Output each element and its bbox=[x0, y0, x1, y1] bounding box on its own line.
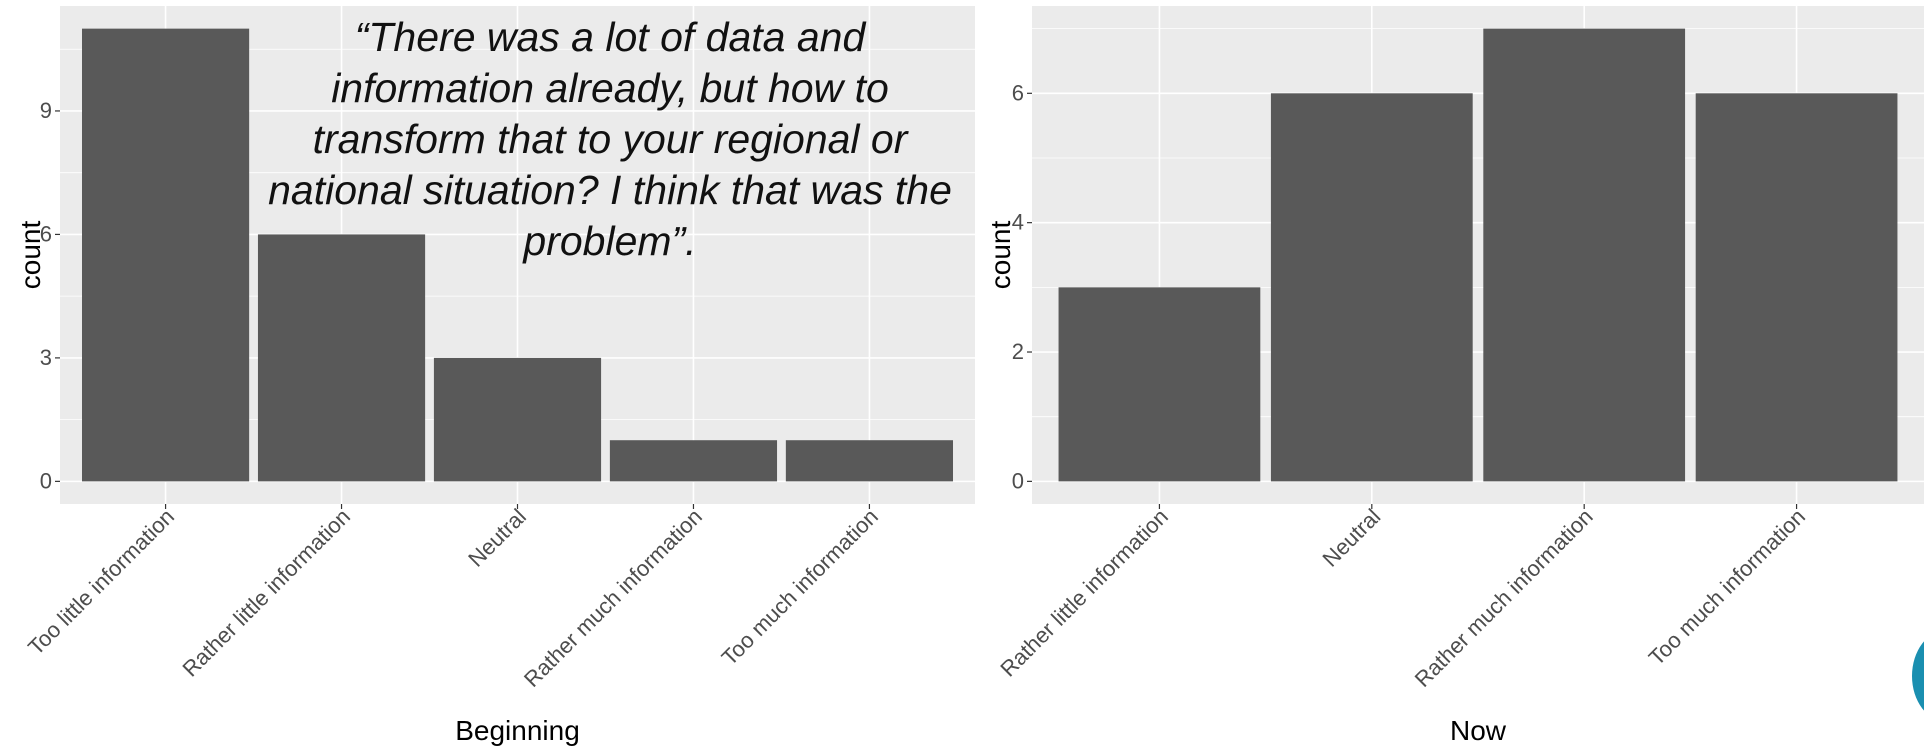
y-tick-label: 4 bbox=[1012, 210, 1024, 235]
x-tick-label: Rather much information bbox=[519, 504, 707, 692]
x-tick-label: Too little information bbox=[23, 504, 179, 660]
x-tick-label: Rather much information bbox=[1410, 504, 1598, 692]
bar bbox=[609, 440, 778, 482]
y-tick-label: 3 bbox=[40, 345, 52, 370]
bar bbox=[1270, 93, 1473, 482]
bar bbox=[433, 357, 602, 482]
y-tick-label: 6 bbox=[1012, 80, 1024, 105]
chart-panel-2: 0 2 4 6 Rather little information Neutral Rath… bbox=[985, 6, 1924, 746]
x-axis-title: Now bbox=[1450, 715, 1507, 746]
bar bbox=[81, 28, 250, 482]
x-tick-label: Neutral bbox=[1318, 504, 1386, 572]
y-tick-label: 0 bbox=[1012, 468, 1024, 493]
x-tick-label: Too much information bbox=[1644, 504, 1810, 670]
x-tick-label: Rather little information bbox=[177, 504, 355, 682]
y-axis-title: count bbox=[15, 221, 46, 290]
bar bbox=[257, 234, 426, 482]
x-tick-label: Too much information bbox=[717, 504, 883, 670]
y-tick-label: 6 bbox=[40, 221, 52, 246]
bar bbox=[1058, 287, 1261, 482]
y-axis-title: count bbox=[985, 221, 1016, 290]
bar bbox=[1695, 93, 1898, 482]
x-tick-label: Rather little information bbox=[995, 504, 1173, 682]
bar bbox=[785, 440, 954, 482]
bar bbox=[1483, 28, 1686, 482]
x-axis-title: Beginning bbox=[455, 715, 580, 746]
x-tick-label: Neutral bbox=[463, 504, 531, 572]
y-tick-label: 2 bbox=[1012, 339, 1024, 364]
quote-text: “There was a lot of data and information… bbox=[268, 14, 952, 264]
y-tick-label: 0 bbox=[40, 468, 52, 493]
y-tick-label: 9 bbox=[40, 98, 52, 123]
